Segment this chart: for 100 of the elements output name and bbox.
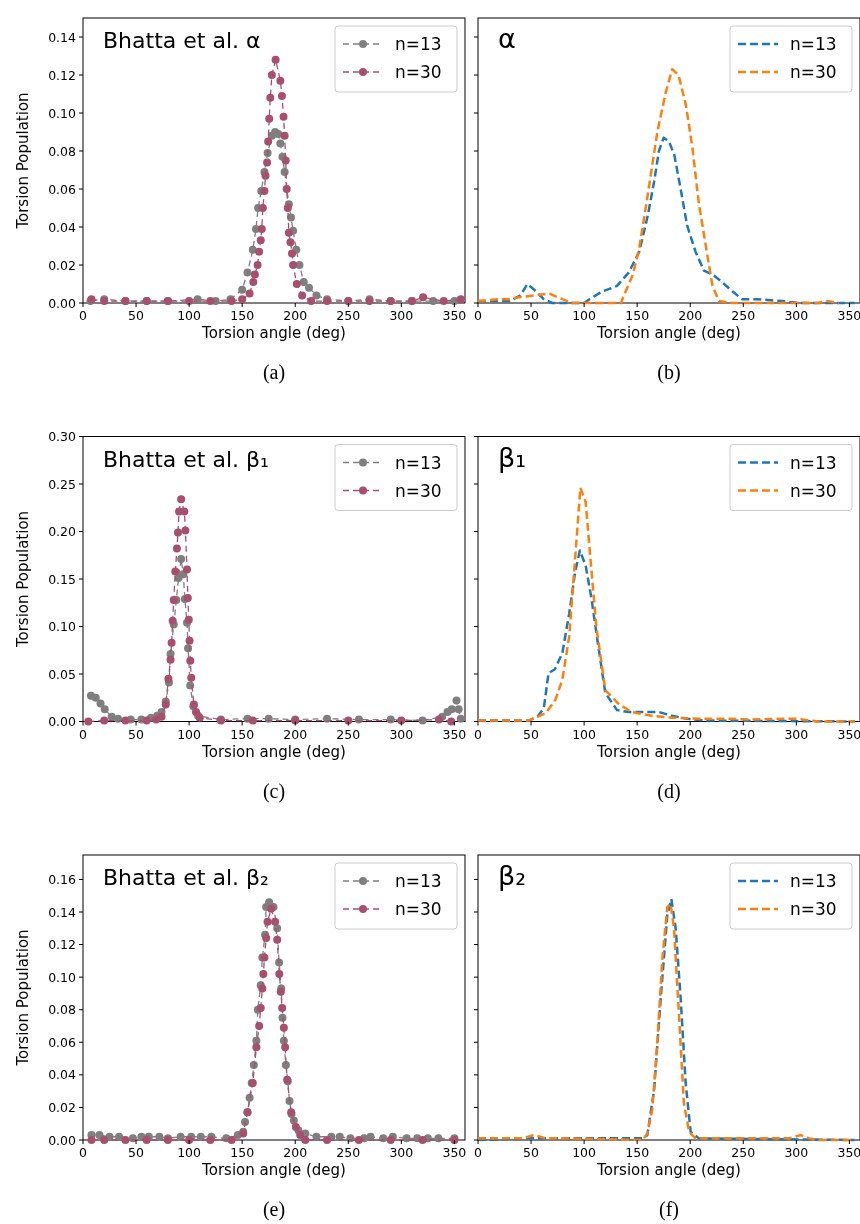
x-axis-title: Torsion angle (deg)	[201, 742, 346, 761]
point	[255, 1022, 264, 1030]
point	[447, 717, 456, 726]
x-tick-label: 250	[731, 308, 756, 323]
point	[192, 708, 201, 716]
x-tick-label: 200	[283, 726, 308, 742]
point	[273, 935, 282, 944]
x-tick-label: 150	[625, 1145, 650, 1160]
text: (f)	[659, 1198, 679, 1221]
x-tick-label: 150	[230, 1145, 255, 1160]
point	[264, 137, 273, 146]
x-tick-label: 250	[336, 1145, 361, 1160]
point	[206, 1136, 215, 1144]
x-tick-label: 350	[837, 1145, 860, 1160]
x-tick-label: 50	[128, 308, 145, 323]
x-tick-label: 350	[837, 726, 860, 742]
x-axis-title: Torsion angle (deg)	[201, 324, 346, 342]
point	[84, 717, 93, 726]
point	[258, 204, 267, 212]
x-tick-label: 250	[336, 726, 361, 742]
x-tick-label: 150	[230, 726, 255, 742]
point	[279, 112, 288, 121]
point	[177, 495, 186, 504]
point	[344, 716, 353, 725]
point	[186, 656, 195, 665]
x-tick-label: 50	[523, 1145, 540, 1160]
point	[267, 71, 276, 79]
point	[280, 131, 289, 140]
point	[276, 139, 285, 148]
x-tick-label: 350	[837, 308, 860, 323]
point	[312, 291, 321, 300]
point	[252, 1043, 261, 1052]
x-tick-label: 100	[572, 308, 597, 323]
point	[447, 705, 456, 714]
point	[142, 1136, 151, 1144]
y-tick-label: 0.15	[48, 571, 76, 587]
y-tick-label: 0.10	[48, 969, 77, 985]
y-axis-title: Torsion Population	[14, 929, 32, 1067]
legend-label: n=13	[395, 34, 442, 54]
x-tick-label: 300	[389, 726, 414, 742]
point	[288, 249, 297, 258]
x-tick-label: 300	[784, 1145, 809, 1160]
x-tick-label: 200	[678, 726, 703, 742]
x-axis-title: Torsion angle (deg)	[201, 1161, 346, 1179]
y-tick-label: 0.08	[48, 1002, 77, 1018]
point	[114, 714, 123, 723]
point	[259, 969, 268, 978]
x-tick-label: 100	[177, 726, 202, 742]
y-tick-label: 0.20	[48, 524, 77, 539]
point	[278, 1004, 287, 1013]
point	[289, 261, 298, 269]
point	[307, 297, 316, 306]
point	[271, 917, 280, 926]
x-tick-label: 150	[625, 308, 650, 323]
point	[435, 715, 443, 724]
text: (b)	[657, 361, 681, 384]
point	[263, 158, 272, 167]
y-tick-label: 0.05	[48, 666, 76, 682]
point	[354, 1136, 363, 1144]
point	[180, 507, 189, 516]
text: Bhatta et al. β₂	[103, 865, 269, 890]
x-tick-label: 300	[389, 308, 414, 323]
point	[280, 167, 289, 176]
point	[248, 716, 257, 725]
x-tick-label: 350	[442, 1145, 467, 1160]
point	[276, 76, 285, 85]
legend-label: n=13	[790, 34, 837, 54]
x-tick-label: 0	[79, 1145, 88, 1160]
y-tick-label: 0.14	[48, 904, 77, 920]
point	[323, 714, 332, 723]
y-tick-label: 0.14	[48, 29, 77, 45]
point	[157, 712, 166, 721]
point	[281, 1043, 290, 1052]
x-tick-label: 0	[474, 1145, 483, 1160]
x-axis-title: Torsion angle (deg)	[596, 742, 741, 761]
point	[282, 185, 291, 193]
x-tick-label: 50	[128, 726, 145, 742]
x-tick-label: 350	[442, 726, 467, 742]
y-tick-label: 0.00	[48, 295, 77, 311]
y-tick-label: 0.16	[48, 871, 77, 887]
point	[186, 681, 195, 690]
x-tick-label: 0	[474, 726, 483, 742]
point	[452, 696, 461, 705]
y-tick-label: 0.25	[48, 476, 76, 492]
y-tick-label: 0.10	[48, 619, 77, 634]
y-tick-label: 0.02	[48, 1099, 76, 1115]
point	[121, 1136, 130, 1144]
point	[291, 1122, 300, 1131]
point	[275, 969, 284, 978]
point	[91, 693, 100, 702]
x-tick-label: 300	[784, 726, 809, 742]
x-tick-label: 150	[230, 308, 255, 323]
point	[265, 114, 274, 123]
text: (e)	[262, 1198, 286, 1221]
point	[397, 716, 406, 725]
point	[87, 1136, 96, 1144]
point	[187, 673, 196, 682]
x-tick-label: 350	[442, 308, 467, 323]
y-tick-label: 0.04	[48, 219, 77, 235]
point	[279, 1023, 288, 1032]
